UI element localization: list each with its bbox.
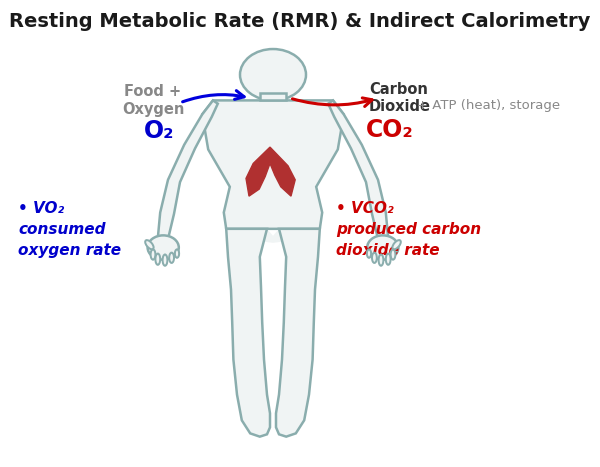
Polygon shape xyxy=(246,147,295,196)
Ellipse shape xyxy=(379,255,383,266)
Ellipse shape xyxy=(151,249,155,260)
Text: + ATP (heat), storage: + ATP (heat), storage xyxy=(418,99,560,112)
Ellipse shape xyxy=(367,249,371,258)
Polygon shape xyxy=(328,100,388,239)
Text: Resting Metabolic Rate (RMR) & Indirect Calorimetry: Resting Metabolic Rate (RMR) & Indirect … xyxy=(10,12,590,31)
Ellipse shape xyxy=(391,249,395,260)
Polygon shape xyxy=(226,229,320,243)
Ellipse shape xyxy=(175,249,179,258)
Polygon shape xyxy=(226,229,270,437)
Circle shape xyxy=(240,49,306,100)
Ellipse shape xyxy=(155,254,160,265)
Polygon shape xyxy=(158,100,218,239)
Polygon shape xyxy=(276,229,320,437)
Circle shape xyxy=(367,235,398,260)
Ellipse shape xyxy=(169,253,174,263)
Text: • VCO₂
produced carbon
dioxide rate: • VCO₂ produced carbon dioxide rate xyxy=(336,201,481,258)
Text: CO₂: CO₂ xyxy=(366,118,414,142)
Ellipse shape xyxy=(145,240,154,249)
Ellipse shape xyxy=(392,240,401,249)
Ellipse shape xyxy=(372,253,377,263)
Text: Carbon
Dioxide: Carbon Dioxide xyxy=(369,82,431,114)
Text: • VO₂
consumed
oxygen rate: • VO₂ consumed oxygen rate xyxy=(18,201,121,258)
Circle shape xyxy=(148,235,179,260)
Ellipse shape xyxy=(386,254,391,265)
Polygon shape xyxy=(260,93,286,100)
Ellipse shape xyxy=(163,255,167,266)
Polygon shape xyxy=(202,100,344,229)
Text: O₂: O₂ xyxy=(144,119,174,143)
Text: Food +
Oxygen: Food + Oxygen xyxy=(122,84,184,117)
